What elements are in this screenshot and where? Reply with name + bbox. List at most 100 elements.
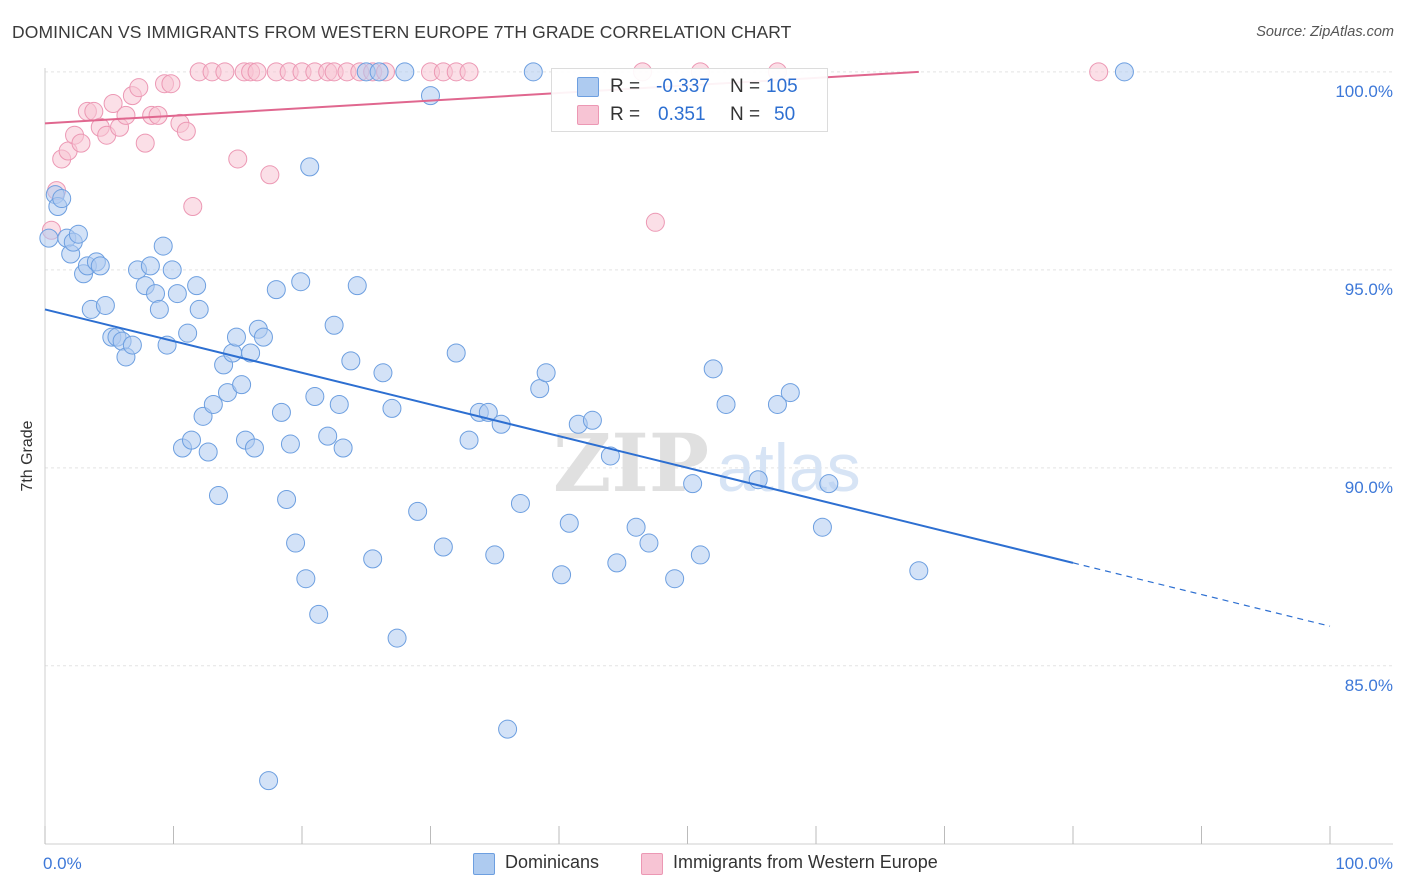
blue-point [208, 486, 228, 506]
pink-point [135, 133, 155, 153]
legend-r-value: 0.351 [658, 104, 706, 125]
blue-point [318, 426, 338, 446]
blue-point [373, 363, 393, 383]
trend-line-dominicans [44, 308, 1074, 564]
pink-point [176, 121, 196, 141]
blue-point [259, 771, 279, 791]
blue-point [291, 272, 311, 292]
blue-point [324, 315, 344, 335]
bottom-legend-label: Dominicans [505, 852, 600, 872]
tick-labels: 85.0% 90.0% 95.0% 100.0% 0.0% 100.0% [43, 82, 1393, 873]
blue-point [433, 537, 453, 557]
blue-point [819, 474, 839, 494]
blue-point [639, 533, 659, 553]
pink-point [116, 105, 136, 125]
blue-point [600, 446, 620, 466]
blue-point [909, 561, 929, 581]
blue-point [767, 394, 787, 414]
legend-swatch-blue [577, 77, 599, 97]
correlation-legend: R = -0.337 N = 105 R = 0.351 N = 50 [551, 68, 828, 132]
blue-point [305, 387, 325, 407]
blue-point [812, 517, 832, 537]
zipatlas-watermark: ZIP atlas [553, 416, 861, 510]
blue-point [266, 280, 286, 300]
pink-point [459, 62, 479, 82]
blue-point [485, 545, 505, 565]
blue-point [1114, 62, 1134, 82]
legend-n-label: N = [730, 76, 761, 97]
blue-point [498, 719, 518, 739]
bottom-legend-label: Immigrants from Western Europe [673, 852, 938, 872]
bottom-legend-swatch-blue [473, 853, 495, 875]
blue-point [665, 569, 685, 589]
blue-point [280, 434, 300, 454]
blue-point [223, 343, 243, 363]
blue-point [626, 517, 646, 537]
blue-point [153, 236, 173, 256]
source-credit: Source: ZipAtlas.com [1256, 24, 1394, 40]
blue-point [716, 394, 736, 414]
blue-point [146, 284, 166, 304]
pink-point [215, 62, 235, 82]
blue-point [446, 343, 466, 363]
legend-row-western-europe: R = 0.351 N = 50 [552, 102, 827, 128]
blue-point [530, 379, 550, 399]
blue-point [459, 430, 479, 450]
blue-point [329, 394, 349, 414]
y-tick-label: 85.0% [1345, 676, 1393, 695]
pink-point [129, 78, 149, 98]
blue-point [271, 402, 291, 422]
blue-point [559, 513, 579, 533]
blue-point [382, 398, 402, 418]
blue-point [395, 62, 415, 82]
legend-n-value: 105 [766, 76, 798, 97]
blue-point [95, 295, 115, 315]
pink-point [260, 165, 280, 185]
blue-point [203, 394, 223, 414]
blue-point [607, 553, 627, 573]
blue-point [690, 545, 710, 565]
legend-swatch-pink [577, 105, 599, 125]
legend-row-dominicans: R = -0.337 N = 105 [552, 74, 827, 100]
axes [44, 68, 1393, 845]
blue-point [408, 501, 428, 521]
blue-point [162, 260, 182, 280]
blue-point [253, 327, 273, 347]
blue-point [244, 438, 264, 458]
blue-point [300, 157, 320, 177]
blue-point [309, 604, 329, 624]
blue-point [369, 62, 389, 82]
blue-point [277, 489, 297, 509]
blue-point [226, 327, 246, 347]
blue-point [167, 284, 187, 304]
legend-r-label: R = [610, 104, 641, 125]
blue-point [552, 565, 572, 585]
trend-line-dominicans-extension [1072, 562, 1331, 627]
pink-point [247, 62, 267, 82]
blue-point [683, 474, 703, 494]
blue-point [90, 256, 110, 276]
pink-point [161, 74, 181, 94]
blue-point [232, 375, 252, 395]
blue-point [122, 335, 142, 355]
y-tick-label: 95.0% [1345, 280, 1393, 299]
pink-point [183, 196, 203, 216]
pink-point [71, 133, 91, 153]
blue-point [68, 224, 88, 244]
pink-point [84, 101, 104, 121]
blue-point [363, 549, 383, 569]
blue-point-series [39, 62, 1134, 791]
blue-point [187, 276, 207, 296]
blue-point [387, 628, 407, 648]
blue-point [341, 351, 361, 371]
blue-point [703, 359, 723, 379]
watermark-atlas: atlas [717, 430, 861, 506]
blue-point [181, 430, 201, 450]
pink-point [645, 212, 665, 232]
blue-point [286, 533, 306, 553]
blue-point [296, 569, 316, 589]
blue-point [523, 62, 543, 82]
blue-point [780, 383, 800, 403]
blue-point [52, 189, 72, 209]
blue-point [39, 228, 59, 248]
